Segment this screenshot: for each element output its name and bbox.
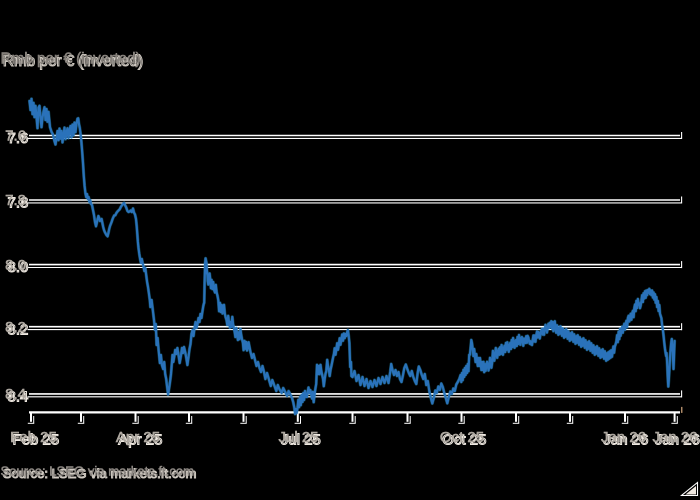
svg-text:8.2: 8.2 (8, 321, 29, 338)
svg-text:Jul 25: Jul 25 (278, 429, 318, 446)
svg-text:8.0: 8.0 (5, 257, 26, 274)
svg-text:Jan 26: Jan 26 (655, 431, 700, 448)
svg-text:Jan 26: Jan 26 (603, 431, 648, 448)
svg-text:Feb 25: Feb 25 (13, 431, 60, 448)
svg-text:8.4: 8.4 (5, 386, 26, 403)
svg-text:8.2: 8.2 (5, 319, 26, 336)
svg-text:Feb 25: Feb 25 (10, 429, 57, 446)
svg-text:Jul 25: Jul 25 (281, 431, 321, 448)
svg-text:Rmb per € (inverted): Rmb per € (inverted) (1, 51, 141, 68)
svg-text:Oct 25: Oct 25 (440, 429, 484, 446)
svg-text:8.0: 8.0 (8, 259, 29, 276)
svg-text:Jan 26: Jan 26 (652, 429, 697, 446)
svg-text:8.4: 8.4 (8, 389, 29, 406)
svg-text:Oct 25: Oct 25 (442, 431, 486, 448)
svg-text:7.6: 7.6 (5, 128, 26, 145)
svg-text:Rmb per € (inverted): Rmb per € (inverted) (3, 53, 143, 70)
svg-text:7.6: 7.6 (8, 130, 29, 147)
svg-text:Source: LSEG via markets.ft.co: Source: LSEG via markets.ft.com (3, 466, 197, 481)
svg-text:7.8: 7.8 (5, 192, 26, 209)
svg-text:Apr 25: Apr 25 (118, 431, 162, 448)
svg-text:7.8: 7.8 (8, 195, 29, 212)
svg-text:Jan 26: Jan 26 (601, 429, 646, 446)
svg-text:Apr 25: Apr 25 (116, 429, 160, 446)
svg-text:Source: LSEG via markets.ft.co: Source: LSEG via markets.ft.com (1, 464, 195, 479)
